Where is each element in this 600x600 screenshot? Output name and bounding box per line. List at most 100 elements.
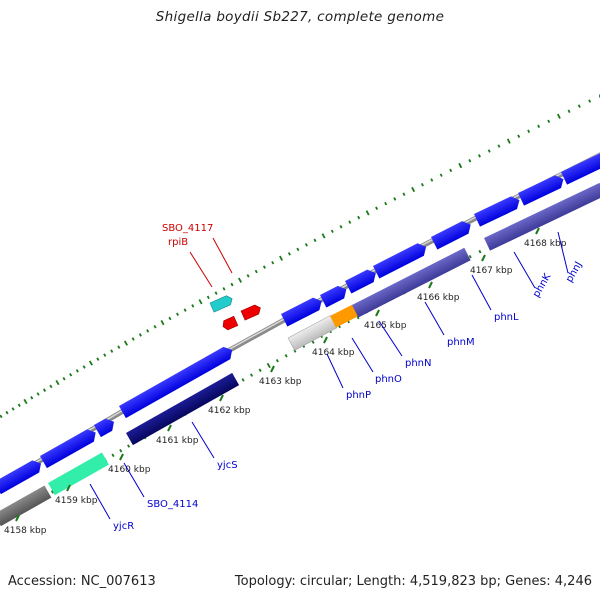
- cds-forward-arrow[interactable]: [518, 173, 566, 206]
- gene-label[interactable]: phnO: [375, 374, 402, 385]
- track-dot: [206, 295, 210, 300]
- cds-phnp-block[interactable]: [287, 315, 338, 351]
- track-dot: [0, 414, 3, 419]
- cds-yjcs-block[interactable]: [126, 372, 240, 446]
- cds-forward-arrow[interactable]: [320, 283, 350, 308]
- gene-label[interactable]: phnN: [405, 358, 432, 369]
- topology-text: Topology: circular; Length: 4,519,823 bp…: [234, 574, 592, 589]
- track-dot: [304, 243, 308, 247]
- track-dot: [30, 396, 34, 400]
- track-dot: [131, 337, 135, 341]
- sbo4117-feature[interactable]: [240, 303, 262, 321]
- cds-forward-arrow[interactable]: [40, 426, 99, 469]
- sbo4117-feature[interactable]: [221, 315, 239, 331]
- track-dot: [214, 291, 218, 295]
- gene-leader-line: [212, 237, 233, 274]
- track-dot: [262, 265, 266, 269]
- cds-forward-arrow[interactable]: [561, 150, 600, 185]
- gene-label[interactable]: phnP: [346, 390, 371, 401]
- track-dot: [75, 369, 79, 373]
- track-dot: [287, 252, 291, 256]
- gene-leader-line: [191, 421, 215, 459]
- track-dot: [36, 392, 40, 396]
- gene-label[interactable]: phnM: [447, 337, 475, 348]
- track-dot: [477, 154, 481, 158]
- track-dot: [103, 353, 107, 357]
- gene-label[interactable]: phnJ: [564, 260, 585, 285]
- track-dot: [402, 192, 406, 196]
- track-dot: [506, 138, 511, 144]
- gene-label[interactable]: yjcR: [113, 521, 134, 532]
- cds-sbo4114-block[interactable]: [48, 452, 109, 496]
- tick-mark: [119, 453, 124, 461]
- cds-phnk-block[interactable]: [484, 182, 600, 251]
- track-dot: [577, 104, 581, 108]
- track-dot: [160, 319, 165, 326]
- track-dot: [567, 109, 571, 113]
- track-dot: [330, 229, 334, 234]
- tick-label: 4161 kbp: [156, 436, 199, 446]
- track-dot: [17, 403, 21, 407]
- track-dot: [119, 448, 123, 453]
- track-dot: [49, 384, 53, 389]
- gene-label[interactable]: phnL: [494, 312, 519, 323]
- track-dot: [468, 158, 472, 163]
- cds-phno-block[interactable]: [330, 304, 359, 328]
- track-dot: [241, 378, 245, 382]
- rpib-feature[interactable]: [209, 294, 234, 313]
- gene-label[interactable]: SBO_4114: [147, 499, 198, 510]
- track-dot: [497, 144, 501, 148]
- track-dot: [110, 349, 114, 353]
- cds-forward-arrow[interactable]: [94, 416, 117, 438]
- track-dot: [42, 388, 47, 392]
- cds-forward-arrow[interactable]: [373, 241, 429, 279]
- gene-leader-line: [471, 274, 492, 311]
- cds-phnn-block[interactable]: [352, 247, 471, 318]
- track-dot: [258, 368, 262, 373]
- cds-forward-arrow[interactable]: [0, 457, 44, 495]
- kbp-ticks: 4158 kbp 4159 kbp 4160 kbp 4161 kbp 4162 kbp…: [4, 227, 567, 536]
- track-dot: [321, 233, 326, 239]
- gene-leader-line: [424, 301, 445, 336]
- gene-label[interactable]: rpiB: [168, 237, 188, 248]
- tick-label: 4164 kbp: [312, 348, 355, 358]
- track-dot: [411, 186, 416, 193]
- gene-leader-line: [189, 251, 213, 288]
- tick-label: 4166 kbp: [417, 293, 460, 303]
- gene-label[interactable]: SBO_4117: [162, 223, 213, 234]
- tick-mark: [428, 281, 433, 289]
- track-dot: [266, 362, 271, 369]
- track-dot: [222, 287, 226, 291]
- accession-text: Accession: NC_007613: [8, 574, 156, 589]
- track-dot: [537, 124, 541, 129]
- track-dot: [588, 99, 592, 103]
- gene-label[interactable]: phnK: [531, 271, 554, 299]
- cds-forward-arrow[interactable]: [345, 267, 379, 294]
- track-dot: [146, 329, 150, 333]
- cds-forward-arrow[interactable]: [281, 295, 325, 327]
- track-dot: [250, 373, 254, 377]
- tick-mark: [15, 514, 20, 522]
- tick-label: 4165 kbp: [364, 321, 407, 331]
- cds-forward-arrow[interactable]: [119, 344, 236, 419]
- gene-label[interactable]: yjcS: [217, 460, 238, 471]
- tick-label: 4168 kbp: [524, 239, 567, 249]
- track-dot: [55, 379, 60, 386]
- track-dot: [296, 247, 300, 252]
- track-dot: [284, 354, 288, 358]
- tick-label: 4162 kbp: [208, 406, 251, 416]
- tick-mark: [481, 254, 486, 262]
- track-dot: [127, 444, 131, 448]
- track-dot: [439, 173, 443, 177]
- cds-forward-arrow[interactable]: [474, 194, 522, 227]
- cds-gray-block[interactable]: [0, 485, 52, 527]
- gene-leader-line: [378, 320, 403, 357]
- tick-mark: [219, 394, 224, 402]
- track-dot: [5, 410, 9, 415]
- cds-forward-arrow[interactable]: [431, 218, 474, 250]
- track-dot: [430, 178, 434, 182]
- track-dot: [487, 149, 491, 153]
- gene-leader-line: [89, 483, 111, 520]
